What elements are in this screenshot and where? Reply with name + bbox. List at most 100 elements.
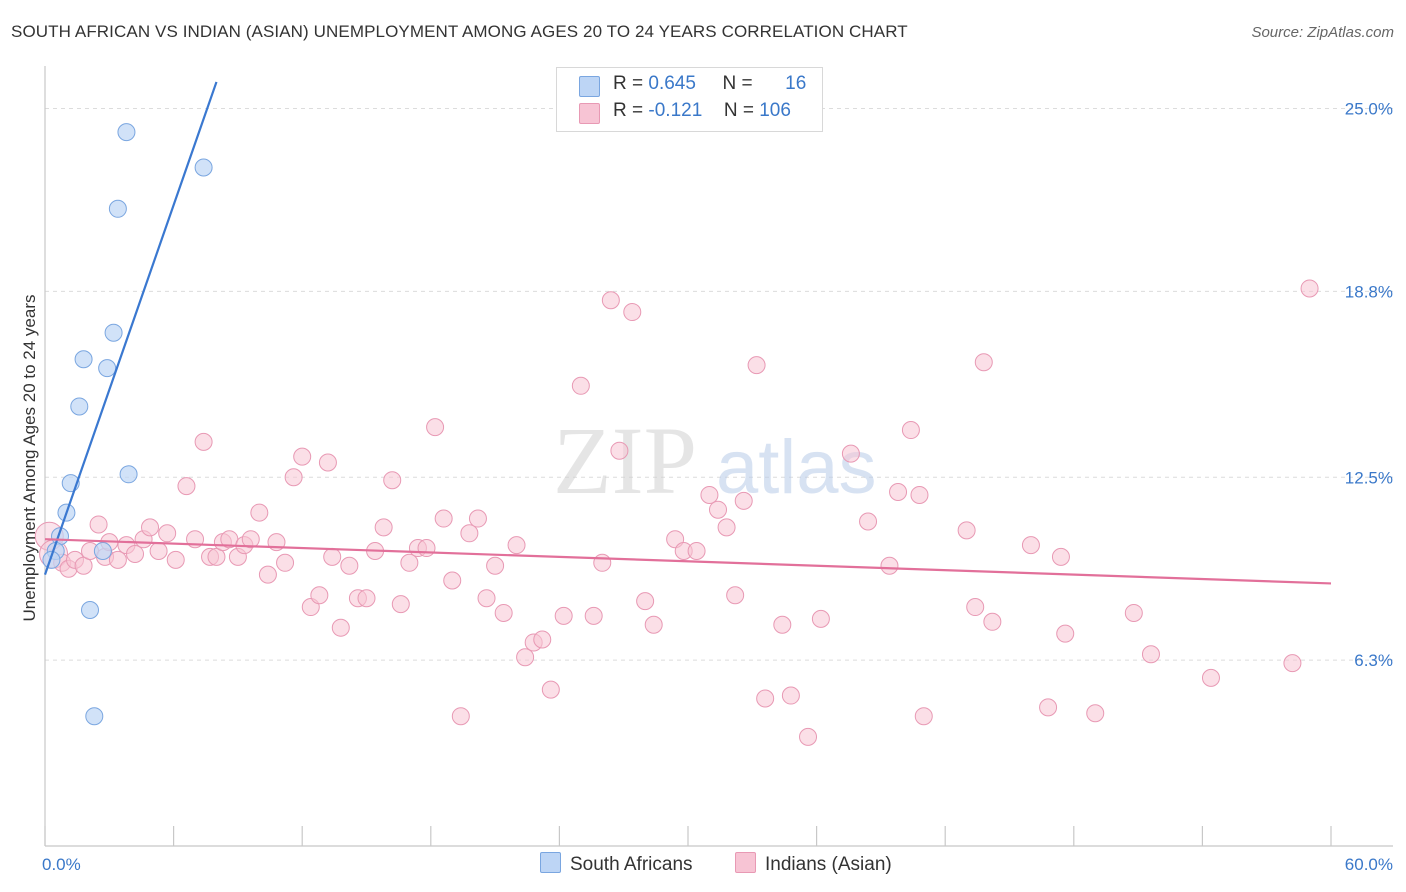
indian-asian-point: [717, 518, 736, 537]
indian-asian-point: [468, 509, 487, 528]
south-african-point: [93, 542, 112, 560]
indian-asian-point: [1021, 536, 1040, 555]
indian-asian-point: [507, 536, 526, 555]
source-credit: Source: ZipAtlas.com: [1251, 24, 1394, 41]
indian-asian-point: [293, 447, 312, 466]
bottom-legend-swatch-pink: [735, 852, 756, 873]
indian-asian-point: [400, 553, 419, 572]
legend-n-value: 16: [785, 73, 807, 94]
indian-asian-point: [391, 595, 410, 614]
tick-labels: 6.3% 12.5% 18.8% 25.0% 0.0% 60.0%: [42, 100, 1393, 875]
south-african-point: [119, 465, 138, 484]
south-african-point: [117, 123, 136, 142]
indian-asian-point: [901, 421, 920, 440]
indian-asian-point: [250, 503, 269, 522]
indian-asian-point: [241, 530, 260, 549]
indian-asian-point: [383, 471, 402, 490]
legend-n-label: N =: [723, 100, 754, 121]
watermark-zip: ZIP: [553, 407, 697, 514]
south-african-point: [70, 397, 89, 416]
legend-r-label: R =: [613, 100, 644, 121]
legend-r-value: 0.645: [648, 73, 696, 94]
indian-asian-point: [687, 542, 706, 560]
indian-asian-point: [323, 547, 342, 566]
indian-asian-point: [533, 630, 552, 649]
indian-asian-point: [859, 512, 878, 531]
indian-asian-point: [601, 291, 620, 310]
indian-asian-point: [331, 618, 350, 637]
indian-asian-point: [126, 544, 145, 563]
indian-asian-points: [34, 279, 1319, 746]
indian-asian-point: [486, 556, 505, 575]
indian-asian-point: [974, 353, 993, 372]
indian-asian-point: [773, 615, 792, 634]
indian-asian-point: [357, 589, 376, 608]
indian-asian-point: [1300, 279, 1319, 298]
indian-asian-point: [177, 477, 196, 496]
indian-asian-point: [166, 550, 185, 569]
south-african-point: [104, 323, 123, 342]
south-african-point: [108, 199, 127, 218]
legend-r-label: R =: [613, 73, 644, 94]
indian-asian-point: [460, 524, 479, 543]
south-african-point: [85, 707, 104, 726]
indian-asian-point: [914, 707, 933, 726]
south-african-point: [194, 158, 213, 177]
indian-asian-point: [983, 612, 1002, 631]
y-tick-label: 25.0%: [1345, 100, 1393, 119]
indian-asian-point: [957, 521, 976, 540]
south-african-point: [74, 350, 93, 369]
indian-asian-point: [149, 542, 168, 560]
indian-asian-point: [593, 553, 612, 572]
gridlines: [45, 108, 1393, 661]
south-african-points: [42, 123, 213, 726]
indian-asian-point: [108, 550, 127, 569]
x-tick-label: 60.0%: [1345, 855, 1393, 874]
y-tick-label: 12.5%: [1345, 468, 1393, 487]
indian-asian-point: [516, 648, 535, 667]
legend-n-label: N =: [722, 73, 753, 94]
y-tick-label: 6.3%: [1354, 651, 1393, 670]
indian-asian-point: [966, 598, 985, 617]
bottom-legend-swatch-blue: [540, 852, 561, 873]
indian-asian-point: [194, 432, 213, 451]
legend-swatch-blue: [579, 76, 600, 97]
indian-asian-point: [318, 453, 337, 472]
indian-asian-point: [709, 500, 728, 519]
indian-asian-point: [636, 592, 655, 611]
indian-asian-point: [910, 485, 929, 504]
indian-asian-point: [584, 606, 603, 625]
indian-asian-point: [1056, 624, 1075, 643]
x-tick-label: 0.0%: [42, 855, 81, 874]
indian-asian-point: [799, 727, 818, 746]
indian-asian-point: [284, 468, 303, 487]
indian-asian-point: [541, 680, 560, 699]
trend-lines: [43, 81, 1332, 585]
indian-asian-point: [726, 586, 745, 605]
y-axis-label: Unemployment Among Ages 20 to 24 years: [20, 294, 39, 622]
indian-asian-point: [571, 376, 590, 395]
indian-asian-point: [700, 485, 719, 504]
indian-asian-point: [443, 571, 462, 590]
bottom-legend-label: Indians (Asian): [765, 854, 892, 875]
indian-asian-point: [1086, 704, 1105, 723]
indian-asian-trend-line: [44, 538, 1332, 585]
indian-asian-point: [374, 518, 393, 537]
south-african-point: [42, 550, 61, 569]
indian-asian-point: [451, 707, 470, 726]
indian-asian-point: [781, 686, 800, 705]
bottom-legend-south-africans: South Africans: [540, 852, 693, 876]
indian-asian-point: [734, 491, 753, 510]
indian-asian-point: [889, 483, 908, 501]
axes: [44, 66, 1393, 847]
indian-asian-point: [1124, 603, 1143, 622]
indian-asian-point: [310, 586, 329, 605]
indian-asian-point: [141, 518, 160, 537]
legend-swatch-pink: [579, 103, 600, 124]
indian-asian-point: [623, 303, 642, 322]
indian-asian-point: [1051, 547, 1070, 566]
indian-asian-point: [477, 589, 496, 608]
indian-asian-point: [554, 606, 573, 625]
legend-r-value: -0.121: [648, 100, 703, 121]
